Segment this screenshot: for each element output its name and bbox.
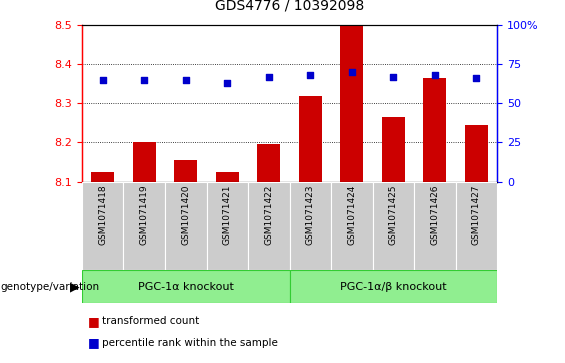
- Bar: [331, 182, 373, 270]
- Text: transformed count: transformed count: [102, 316, 199, 326]
- Point: [347, 69, 357, 75]
- Text: GSM1071422: GSM1071422: [264, 184, 273, 245]
- Bar: [123, 182, 165, 270]
- Bar: [373, 182, 414, 270]
- Point: [389, 74, 398, 80]
- Bar: [216, 172, 238, 182]
- Bar: [82, 182, 123, 270]
- Bar: [465, 125, 488, 182]
- Point: [98, 77, 107, 83]
- Point: [140, 77, 149, 83]
- Text: GSM1071424: GSM1071424: [347, 184, 357, 245]
- Text: GSM1071423: GSM1071423: [306, 184, 315, 245]
- Bar: [92, 172, 114, 182]
- Point: [306, 73, 315, 78]
- Text: ▶: ▶: [69, 280, 79, 293]
- Bar: [341, 25, 363, 182]
- Text: GSM1071418: GSM1071418: [98, 184, 107, 245]
- Text: ■: ■: [88, 337, 99, 350]
- Bar: [289, 182, 331, 270]
- Text: GSM1071426: GSM1071426: [431, 184, 440, 245]
- Text: GSM1071420: GSM1071420: [181, 184, 190, 245]
- Bar: [133, 143, 155, 182]
- Text: GSM1071421: GSM1071421: [223, 184, 232, 245]
- Text: GDS4776 / 10392098: GDS4776 / 10392098: [215, 0, 364, 13]
- Point: [181, 77, 190, 83]
- Bar: [299, 95, 321, 182]
- Text: PGC-1α knockout: PGC-1α knockout: [138, 282, 234, 292]
- Point: [264, 74, 273, 80]
- Bar: [424, 78, 446, 182]
- Bar: [82, 270, 289, 303]
- Text: GSM1071419: GSM1071419: [140, 184, 149, 245]
- Bar: [248, 182, 289, 270]
- Bar: [175, 160, 197, 182]
- Text: percentile rank within the sample: percentile rank within the sample: [102, 338, 277, 348]
- Point: [431, 73, 440, 78]
- Bar: [289, 270, 497, 303]
- Bar: [382, 117, 405, 182]
- Bar: [258, 144, 280, 182]
- Bar: [414, 182, 455, 270]
- Bar: [165, 182, 207, 270]
- Text: GSM1071427: GSM1071427: [472, 184, 481, 245]
- Bar: [207, 182, 248, 270]
- Point: [472, 76, 481, 81]
- Point: [223, 80, 232, 86]
- Bar: [455, 182, 497, 270]
- Text: ■: ■: [88, 315, 99, 328]
- Text: PGC-1α/β knockout: PGC-1α/β knockout: [340, 282, 447, 292]
- Text: genotype/variation: genotype/variation: [0, 282, 99, 292]
- Text: GSM1071425: GSM1071425: [389, 184, 398, 245]
